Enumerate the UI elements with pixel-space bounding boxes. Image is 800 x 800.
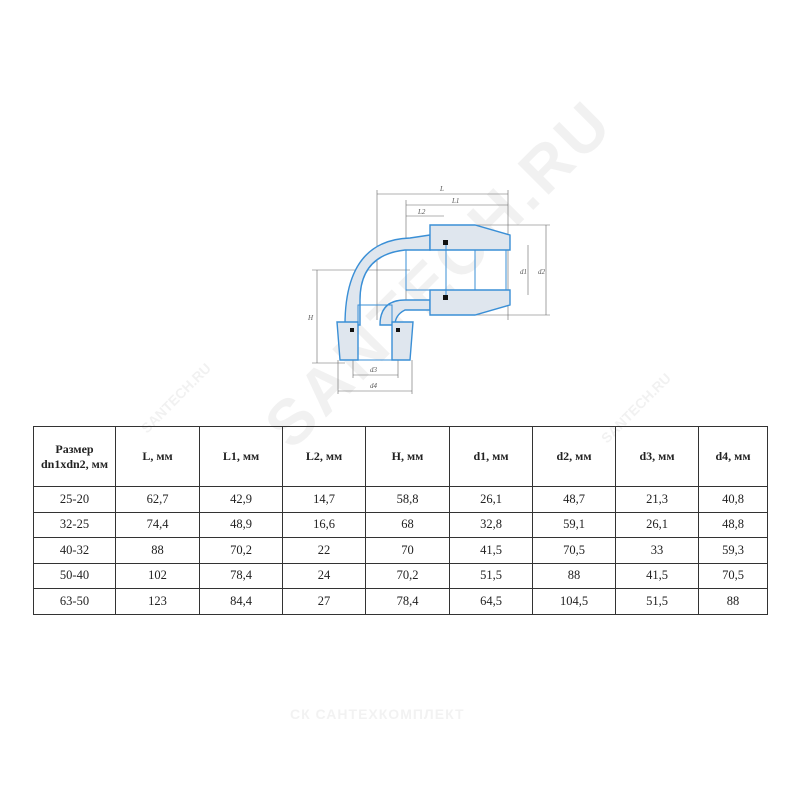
table-cell: 84,4 — [199, 588, 283, 615]
table-cell: 88 — [698, 588, 768, 615]
table-cell: 42,9 — [199, 486, 283, 513]
table-cell: 102 — [115, 562, 200, 589]
dimensions-table: Размер dn1xdn2, мм L, мм L1, мм L2, мм H, мм… — [33, 426, 768, 615]
dim-label-H: H — [307, 314, 314, 322]
dim-label-L1: L1 — [451, 197, 459, 205]
table-cell: 25-20 — [33, 486, 116, 513]
table-cell: 70,2 — [199, 537, 283, 564]
dim-label-L2: L2 — [417, 208, 426, 216]
table-cell: 48,8 — [698, 511, 768, 538]
table-cell: 51,5 — [615, 588, 699, 615]
dim-label-d4: d4 — [370, 382, 378, 390]
table-cell: 26,1 — [615, 511, 699, 538]
table-cell: 62,7 — [115, 486, 200, 513]
table-cell: 40,8 — [698, 486, 768, 513]
column-header: L, мм — [115, 426, 200, 487]
table-cell: 26,1 — [449, 486, 533, 513]
table-cell: 78,4 — [199, 562, 283, 589]
table-row: 40-32 88 70,2 22 70 41,5 70,5 33 59,3 — [33, 537, 768, 564]
table-cell: 58,8 — [365, 486, 450, 513]
table-cell: 123 — [115, 588, 200, 615]
table-cell: 78,4 — [365, 588, 450, 615]
table-cell: 48,7 — [532, 486, 616, 513]
fitting-bore — [357, 240, 507, 361]
dim-label-L: L — [439, 185, 444, 193]
column-header: d4, мм — [698, 426, 768, 487]
table-cell: 64,5 — [449, 588, 533, 615]
table-cell: 27 — [282, 588, 366, 615]
dim-label-d1: d1 — [520, 268, 527, 276]
column-header: L1, мм — [199, 426, 283, 487]
table-cell: 68 — [365, 511, 450, 538]
watermark-small-left: SANTECH.RU — [137, 359, 214, 437]
table-cell: 48,9 — [199, 511, 283, 538]
table-cell: 70,2 — [365, 562, 450, 589]
column-header: d1, мм — [449, 426, 533, 487]
column-header: H, мм — [365, 426, 450, 487]
table-cell: 32,8 — [449, 511, 533, 538]
table-cell: 41,5 — [615, 562, 699, 589]
column-header: L2, мм — [282, 426, 366, 487]
table-cell: 63-50 — [33, 588, 116, 615]
table-cell: 21,3 — [615, 486, 699, 513]
table-cell: 104,5 — [532, 588, 616, 615]
table-cell: 16,6 — [282, 511, 366, 538]
table-cell: 41,5 — [449, 537, 533, 564]
table-cell: 88 — [532, 562, 616, 589]
elbow-fitting-drawing: L L1 L2 H d1 d2 d3 d4 — [307, 185, 550, 394]
table-cell: 24 — [282, 562, 366, 589]
table-cell: 50-40 — [33, 562, 116, 589]
table-cell: 88 — [115, 537, 200, 564]
watermark-santehkomplekt: СК САНТЕХКОМПЛЕКТ — [290, 706, 465, 722]
table-cell: 22 — [282, 537, 366, 564]
table-cell: 59,3 — [698, 537, 768, 564]
table-row: 32-25 74,4 48,9 16,6 68 32,8 59,1 26,1 48,8 — [33, 511, 768, 538]
table-cell: 14,7 — [282, 486, 366, 513]
table-cell: 32-25 — [33, 511, 116, 538]
table-cell: 74,4 — [115, 511, 200, 538]
table-cell: 70,5 — [698, 562, 768, 589]
dim-label-d3: d3 — [370, 366, 378, 374]
table-cell: 70,5 — [532, 537, 616, 564]
fitting-body — [336, 224, 511, 361]
table-cell: 70 — [365, 537, 450, 564]
column-header: d2, мм — [532, 426, 616, 487]
table-row: 50-40 102 78,4 24 70,2 51,5 88 41,5 70,5 — [33, 562, 768, 589]
table-row: 63-50 123 84,4 27 78,4 64,5 104,5 51,5 88 — [33, 588, 768, 615]
table-cell: 33 — [615, 537, 699, 564]
dim-label-d2: d2 — [538, 268, 546, 276]
o-ring-seals — [350, 240, 448, 332]
table-row: 25-20 62,7 42,9 14,7 58,8 26,1 48,7 21,3 40,8 — [33, 486, 768, 513]
table-cell: 59,1 — [532, 511, 616, 538]
column-header: Размер dn1xdn2, мм — [33, 426, 116, 487]
table-header-row: Размер dn1xdn2, мм L, мм L1, мм L2, мм H, мм… — [33, 426, 768, 487]
dimension-lines — [312, 190, 550, 394]
table-cell: 40-32 — [33, 537, 116, 564]
table-cell: 51,5 — [449, 562, 533, 589]
column-header: d3, мм — [615, 426, 699, 487]
